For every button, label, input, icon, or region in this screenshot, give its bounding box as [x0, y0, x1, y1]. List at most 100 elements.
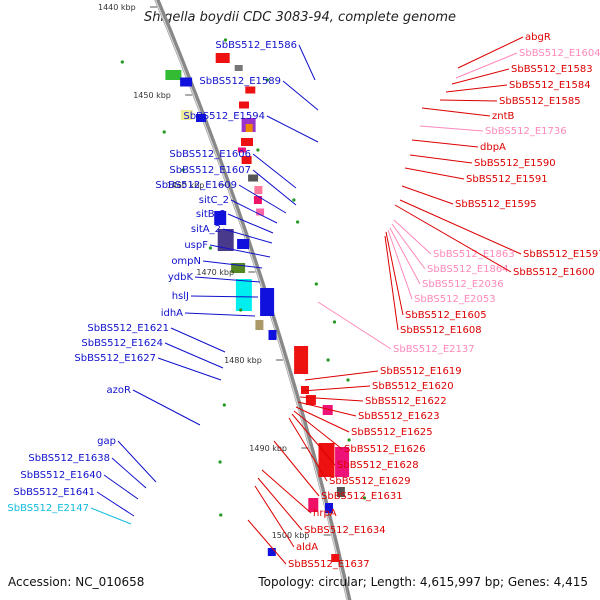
- gene-label-gap: gap: [97, 436, 116, 447]
- gene-feature: [335, 447, 350, 477]
- gene-feature: [241, 156, 252, 164]
- gene-label-uspf: uspF: [184, 240, 208, 251]
- gene-feature: [325, 503, 333, 513]
- tick-dot: [218, 460, 222, 464]
- label-connector: [317, 301, 392, 350]
- gene-feature: [268, 330, 277, 340]
- gene-label-sbbs512_e1626: SbBS512_E1626: [344, 444, 426, 455]
- label-connector: [117, 440, 157, 483]
- gene-label-sbbs512_e1631: SbBS512_E1631: [321, 491, 403, 502]
- label-connector: [404, 167, 465, 180]
- accession-text: Accession: NC_010658: [8, 575, 145, 589]
- label-connector: [111, 457, 147, 489]
- label-connector: [164, 342, 224, 369]
- tick-dot: [265, 78, 269, 82]
- gene-feature: [217, 229, 234, 251]
- label-connector: [451, 68, 510, 85]
- tick-dot: [219, 513, 223, 517]
- label-connector: [202, 260, 263, 269]
- gene-label-sbbs512_e1594: SbBS512_E1594: [183, 111, 265, 122]
- label-connector: [299, 396, 364, 402]
- tick-dot: [326, 358, 330, 362]
- gene-feature: [254, 186, 263, 194]
- label-connector: [399, 199, 522, 255]
- label-connector: [419, 125, 484, 132]
- gene-feature: [253, 196, 262, 204]
- label-connector: [184, 312, 256, 317]
- gene-feature: [305, 395, 316, 405]
- label-connector: [457, 36, 524, 69]
- kbp-marker: 1500 kbp: [272, 531, 310, 540]
- gene-feature: [245, 86, 256, 94]
- kbp-marker: 1440 kbp: [98, 3, 136, 12]
- label-connector: [297, 401, 357, 417]
- label-connector: [252, 153, 297, 189]
- kbp-marker: 1450 kbp: [133, 91, 171, 100]
- label-connector: [103, 474, 139, 500]
- tick-dot: [223, 38, 228, 42]
- tick-dot: [314, 282, 318, 286]
- label-connector: [288, 417, 328, 482]
- gene-feature: [237, 147, 246, 153]
- gene-feature: [180, 77, 193, 87]
- gene-label-sbbs512_e1641: SbBS512_E1641: [13, 487, 95, 498]
- label-connector: [384, 235, 399, 331]
- gene-label-ydbk: ydbK: [168, 272, 194, 283]
- gene-feature: [322, 405, 333, 415]
- gene-label-sbbs512_e1864: SbBS512_E1864: [427, 264, 509, 275]
- kbp-marker-layer: 1440 kbp 1450 kbp 1460 kbp 1470 kbp 1480 kbp…: [98, 3, 331, 540]
- label-connector: [90, 507, 132, 525]
- gene-feature: [308, 498, 319, 512]
- gene-label-sbbs512_e1863: SbBS512_E1863: [433, 249, 515, 260]
- gene-label-sbbs512_e1625: SbBS512_E1625: [351, 427, 433, 438]
- gene-feature: [255, 320, 264, 330]
- gene-label-sbbs512_e2147: SbBS512_E2147: [7, 503, 89, 514]
- gene-label-sbbs512_e1620: SbBS512_E1620: [372, 381, 454, 392]
- gene-label-sbbs512_e1619: SbBS512_E1619: [380, 366, 462, 377]
- gene-feature: [214, 211, 227, 225]
- label-connector: [445, 84, 508, 93]
- label-connector: [421, 107, 491, 117]
- feature-layer: [120, 38, 367, 562]
- gene-feature: [245, 124, 253, 132]
- gene-label-sbbs512_e1627: SbBS512_E1627: [74, 353, 156, 364]
- label-connector: [190, 295, 259, 298]
- gene-label-sitc_2: sitC_2: [199, 195, 229, 206]
- label-connector: [194, 276, 261, 283]
- gene-feature: [215, 53, 230, 63]
- label-connector: [254, 485, 295, 548]
- label-connector: [293, 410, 343, 450]
- gene-label-dbpa: dbpA: [480, 142, 506, 153]
- gene-label-ompn: ompN: [171, 256, 201, 267]
- label-connector: [401, 185, 454, 205]
- kbp-marker: 1480 kbp: [224, 356, 262, 365]
- gene-label-sbbs512_e1585: SbBS512_E1585: [499, 96, 581, 107]
- gene-feature: [237, 239, 250, 249]
- gene-label-sbbs512_e1589: SbBS512_E1589: [199, 76, 281, 87]
- tick-dot: [362, 496, 367, 500]
- tick-dot: [239, 308, 243, 312]
- label-connector: [394, 204, 512, 273]
- label-connector: [170, 327, 226, 353]
- tick-dot: [256, 148, 260, 152]
- gene-feature: [318, 443, 335, 477]
- gene-feature: [165, 70, 182, 80]
- tick-dot: [346, 378, 350, 382]
- gene-label-sbbs512_e1604: SbBS512_E1604: [519, 48, 600, 59]
- gene-label-sbbs512_e1586: SbBS512_E1586: [215, 40, 297, 51]
- gene-label-sbbs512_e1624: SbBS512_E1624: [81, 338, 163, 349]
- tick-dot: [120, 60, 124, 64]
- left-label-layer: SbBS512_E1586 SbBS512_E1589 SbBS512_E1594 S…: [7, 40, 319, 525]
- gene-label-sbbs512_e1583: SbBS512_E1583: [511, 64, 593, 75]
- label-connector: [266, 115, 319, 143]
- gene-label-sbbs512_e2036: SbBS512_E2036: [422, 279, 504, 290]
- label-connector: [301, 385, 371, 392]
- label-connector: [455, 52, 518, 79]
- label-connector: [257, 477, 303, 531]
- gene-label-sbbs512_e1584: SbBS512_E1584: [509, 80, 591, 91]
- gene-feature: [301, 386, 309, 394]
- gene-label-alda: aldA: [296, 542, 318, 553]
- right-label-layer: abgR SbBS512_E1604 SbBS512_E1583 SbBS512_E1…: [247, 32, 600, 570]
- gene-label-sbbs512_e1623: SbBS512_E1623: [358, 411, 440, 422]
